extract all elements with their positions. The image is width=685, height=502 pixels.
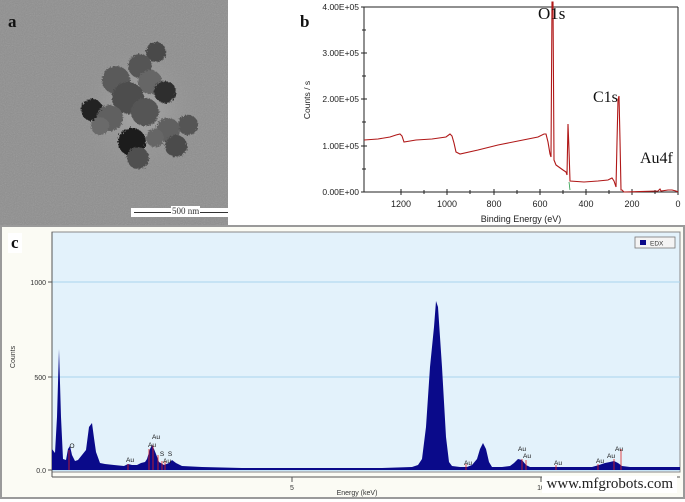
- y-axis-label: Counts: [10, 345, 17, 368]
- peak-label-au: Au: [464, 460, 472, 467]
- legend-swatch: [640, 240, 646, 245]
- y-tick-label: 2.00E+05: [322, 94, 359, 104]
- panel-label-c: c: [8, 233, 22, 253]
- y-tick-label: 0.00E+00: [322, 187, 359, 197]
- xps-chart: 4.00E+05 3.00E+05 2.00E+05 1.00E+05 0.00…: [302, 1, 681, 224]
- x-tick-label: 600: [532, 199, 547, 209]
- x-tick-label: 0: [675, 199, 680, 209]
- y-tick-label: 500: [34, 375, 46, 382]
- x-axis-label: Energy (keV): [337, 490, 378, 497]
- tem-micrograph: [0, 0, 228, 225]
- xps-spectrum-line: [363, 1, 679, 193]
- x-tick-label: 800: [486, 199, 501, 209]
- nanoparticle-cluster: [81, 42, 198, 169]
- x-tick-label: 10: [537, 485, 545, 492]
- peak-label-au: Au: [518, 446, 526, 453]
- peak-marker-lines: [68, 445, 622, 470]
- panel-label-a: a: [8, 12, 17, 31]
- edx-chart-panel: 1000 500 0.0 5 10 Energy (keV) Counts: [0, 225, 685, 499]
- tem-image-panel: a 500 nm: [0, 0, 228, 225]
- x-tick-label: 5: [290, 485, 294, 492]
- xps-chart-panel: 4.00E+05 3.00E+05 2.00E+05 1.00E+05 0.00…: [228, 0, 685, 225]
- y-tick-label: 1000: [30, 280, 46, 287]
- peak-label-s: S: [160, 451, 165, 458]
- legend-label: EDX: [650, 241, 664, 248]
- edx-chart: 1000 500 0.0 5 10 Energy (keV) Counts: [10, 231, 681, 497]
- peak-label-au: Au: [554, 460, 562, 467]
- x-tick-label: 400: [578, 199, 593, 209]
- annotation-c1s: C1s: [593, 89, 618, 106]
- peak-label-o: O: [69, 443, 74, 450]
- annotation-au4f: Au4f: [640, 150, 673, 167]
- peak-label-au: Au: [163, 458, 171, 465]
- scale-bar-label: 500 nm: [171, 206, 201, 217]
- panel-label-b: b: [300, 12, 310, 31]
- peak-label-au: Au: [523, 453, 531, 460]
- peak-label-s: S: [168, 451, 173, 458]
- peak-label-au: Au: [596, 458, 604, 465]
- legend: EDX: [634, 236, 676, 249]
- y-tick-label: 1.00E+05: [322, 141, 359, 151]
- y-axis-label: Counts / s: [302, 81, 312, 119]
- peak-label-au: Au: [148, 442, 156, 449]
- x-tick-label: 1000: [437, 199, 457, 209]
- x-tick-label: 1200: [391, 199, 411, 209]
- annotation-o1s: O1s: [538, 4, 566, 23]
- peak-label-au: Au: [126, 457, 134, 464]
- watermark: www.mfgrobots.com: [542, 476, 677, 493]
- x-axis-label: Binding Energy (eV): [481, 214, 562, 224]
- peak-label-au: Au: [152, 434, 160, 441]
- edx-plot-area: [51, 231, 681, 473]
- peak-label-au: Au: [615, 446, 623, 453]
- peak-label-au: Au: [607, 453, 615, 460]
- y-tick-label: 4.00E+05: [322, 2, 359, 12]
- y-tick-label: 0.0: [36, 468, 46, 475]
- y-tick-label: 3.00E+05: [322, 48, 359, 58]
- x-tick-label: 200: [624, 199, 639, 209]
